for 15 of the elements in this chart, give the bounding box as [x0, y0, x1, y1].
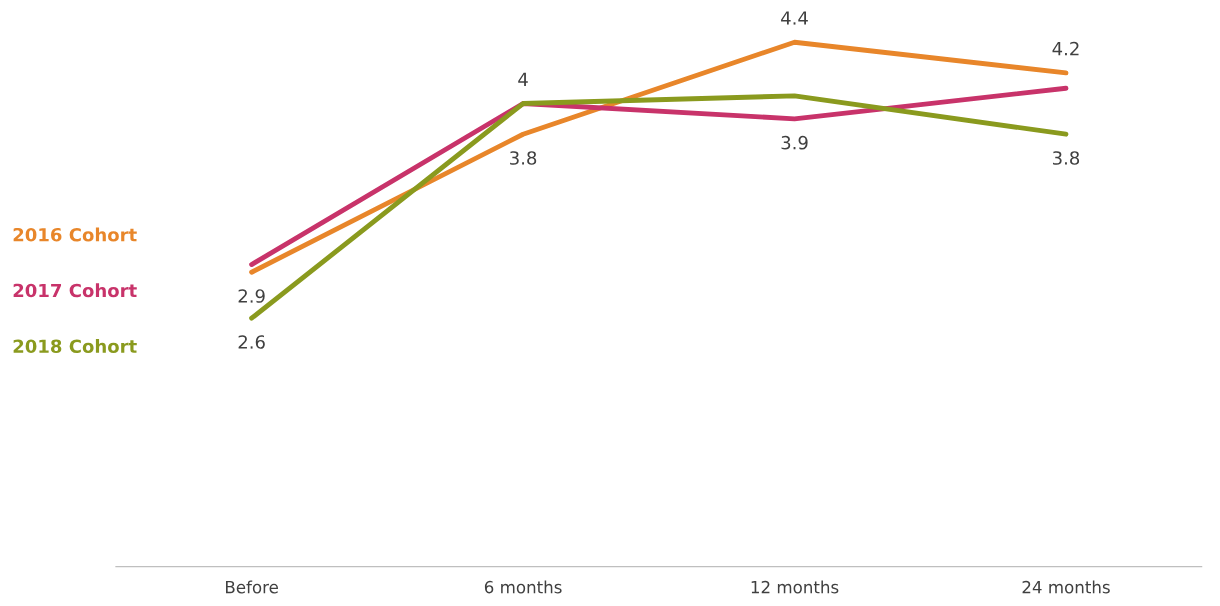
data-label: 3.8	[510, 151, 537, 165]
data-label: 3.8	[1052, 151, 1080, 165]
x-tick-label: 12 months	[751, 580, 839, 594]
data-label: 2.9	[238, 289, 265, 303]
x-tick-label: 6 months	[484, 580, 562, 594]
data-label: 4.2	[1052, 41, 1079, 56]
data-label: 2.6	[238, 335, 265, 349]
text: 2018 Cohort	[13, 339, 137, 354]
data-label: 4.4	[781, 11, 808, 25]
x-tick-label: 24 months	[1022, 580, 1110, 594]
data-label: 4	[518, 72, 528, 86]
text: 2017 Cohort	[13, 283, 137, 298]
data-label: 3.9	[781, 135, 808, 150]
x-tick-label: Before	[226, 580, 278, 594]
text: 2016 Cohort	[13, 227, 137, 242]
